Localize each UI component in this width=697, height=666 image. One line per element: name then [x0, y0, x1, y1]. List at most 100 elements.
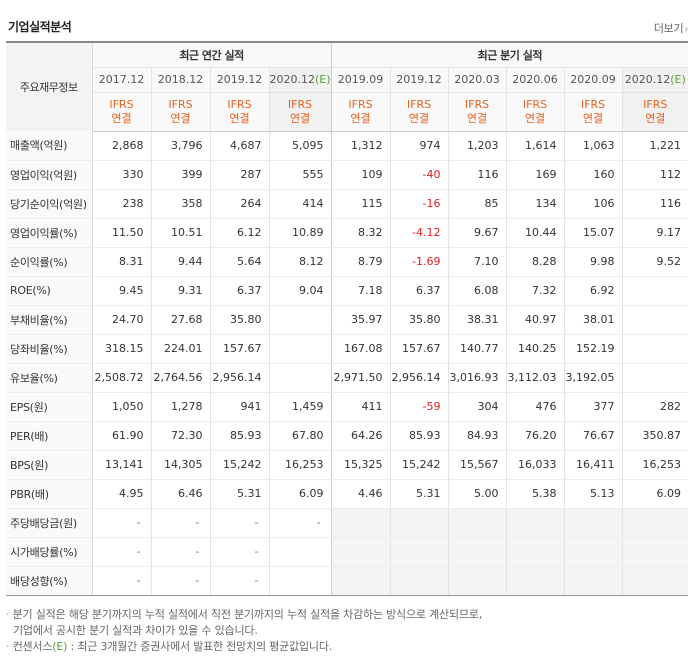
table-cell: 2,508.72 [92, 363, 152, 393]
table-cell: 40.97 [506, 304, 565, 335]
table-row: 매출액(억원) 2,868 3,796 4,687 5,095 1,312 974 1,203… [6, 131, 689, 161]
table-cell: 224.01 [151, 334, 211, 364]
table-cell: 282 [622, 391, 689, 422]
table-cell: 85.93 [210, 421, 270, 451]
table-cell: 27.68 [151, 304, 211, 335]
table-cell: 16,253 [622, 450, 689, 480]
table-cell: 1,312 [331, 131, 391, 161]
table-cell: 4,687 [210, 131, 270, 161]
table-cell: 6.37 [210, 276, 270, 306]
chevron-right-icon: › [684, 24, 688, 35]
table-cell [564, 566, 623, 596]
table-cell: 15,567 [448, 450, 507, 480]
table-cell [622, 507, 689, 538]
table-cell: - [151, 537, 211, 567]
ifrs-header: IFRS 연결 [448, 91, 507, 132]
table-cell [331, 507, 391, 538]
table-cell: 85.93 [390, 421, 449, 451]
table-cell: -1.69 [390, 247, 449, 277]
table-cell: 5.31 [390, 479, 449, 509]
table-cell: - [151, 507, 211, 538]
date-header: 2018.12 [151, 66, 211, 92]
table-cell: 5.38 [506, 479, 565, 509]
ifrs-header: IFRS 연결 [506, 91, 565, 132]
table-row: 당기순이익(억원) 238 358 264 414 115 -16 85 134 106 116 [6, 189, 689, 219]
table-cell: 67.80 [269, 421, 332, 451]
table-row: ROE(%) 9.45 9.31 6.37 9.04 7.18 6.37 6.08 7.32 6.… [6, 276, 689, 306]
section-header: 기업실적분석 더보기› [6, 18, 688, 36]
table-cell: 38.01 [564, 304, 623, 335]
row-label: 영업이익률(%) [6, 217, 93, 248]
table-cell: 15,325 [331, 450, 391, 480]
table-cell: - [210, 507, 270, 538]
date-header: 2020.06 [506, 66, 565, 92]
footnotes: · 분기 실적은 해당 분기까지의 누적 실적에서 직전 분기까지의 누적 실적… [6, 607, 688, 655]
more-link[interactable]: 더보기› [654, 20, 688, 36]
table-row: 유보율(%) 2,508.72 2,764.56 2,956.14 2,971.50 2,… [6, 363, 689, 393]
table-cell [622, 363, 689, 393]
table-cell [622, 537, 689, 567]
table-cell: 76.67 [564, 421, 623, 451]
table-cell: 411 [331, 391, 391, 422]
table-cell: 1,050 [92, 391, 152, 422]
table-cell: 8.32 [331, 217, 391, 248]
row-label: 유보율(%) [6, 363, 93, 393]
table-cell [331, 537, 391, 567]
table-cell: 377 [564, 391, 623, 422]
table-cell: 8.12 [269, 247, 332, 277]
table-cell: 304 [448, 391, 507, 422]
more-label[interactable]: 더보기 [653, 22, 684, 35]
table-cell: 5,095 [269, 131, 332, 161]
table-cell: 15,242 [390, 450, 449, 480]
table-cell: -4.12 [390, 217, 449, 248]
table-cell: 6.37 [390, 276, 449, 306]
table-cell: 16,033 [506, 450, 565, 480]
table-cell [269, 334, 332, 364]
table-cell: 358 [151, 189, 211, 219]
quarter-group-header: 최근 분기 실적 [331, 41, 689, 67]
row-label: EPS(원) [6, 391, 93, 422]
table-cell: 2,956.14 [210, 363, 270, 393]
table-cell: 169 [506, 160, 565, 190]
table-row: EPS(원) 1,050 1,278 941 1,459 411 -59 304 476 377 2… [6, 391, 689, 422]
table-cell: 555 [269, 160, 332, 190]
table-cell: 3,016.93 [448, 363, 507, 393]
table-cell: 64.26 [331, 421, 391, 451]
table-cell: 1,278 [151, 391, 211, 422]
table-cell: 3,112.03 [506, 363, 565, 393]
table-row: BPS(원) 13,141 14,305 15,242 16,253 15,325 15,2… [6, 450, 689, 480]
estimate-mark: (E) [315, 73, 331, 86]
table-cell: 9.45 [92, 276, 152, 306]
table-cell: 2,868 [92, 131, 152, 161]
table-cell: 476 [506, 391, 565, 422]
table-cell: 9.17 [622, 217, 689, 248]
table-cell: 116 [622, 189, 689, 219]
corner-header: 주요재무정보 [6, 41, 93, 131]
table-cell: - [210, 537, 270, 567]
table-cell: 85 [448, 189, 507, 219]
table-cell: 109 [331, 160, 391, 190]
table-cell: 4.46 [331, 479, 391, 509]
table-row: 영업이익률(%) 11.50 10.51 6.12 10.89 8.32 -4.12 9.67… [6, 217, 689, 248]
table-cell: 414 [269, 189, 332, 219]
row-label: 주당배당금(원) [6, 507, 93, 538]
table-cell: 7.18 [331, 276, 391, 306]
table-cell: 330 [92, 160, 152, 190]
table-cell: 15,242 [210, 450, 270, 480]
section-title: 기업실적분석 [8, 20, 72, 34]
table-cell: 157.67 [390, 334, 449, 364]
ifrs-header: IFRS 연결 [269, 91, 332, 132]
table-cell [390, 537, 449, 567]
ifrs-header: IFRS 연결 [151, 91, 211, 132]
ifrs-header: IFRS 연결 [622, 91, 689, 132]
table-cell: 941 [210, 391, 270, 422]
table-cell: 160 [564, 160, 623, 190]
date-header: 2019.09 [331, 66, 391, 92]
date-header: 2019.12 [390, 66, 449, 92]
table-cell: 10.51 [151, 217, 211, 248]
date-header: 2020.12(E) [269, 66, 332, 92]
table-cell [269, 363, 332, 393]
table-cell: 3,796 [151, 131, 211, 161]
table-cell: - [151, 566, 211, 596]
table-cell: 10.44 [506, 217, 565, 248]
